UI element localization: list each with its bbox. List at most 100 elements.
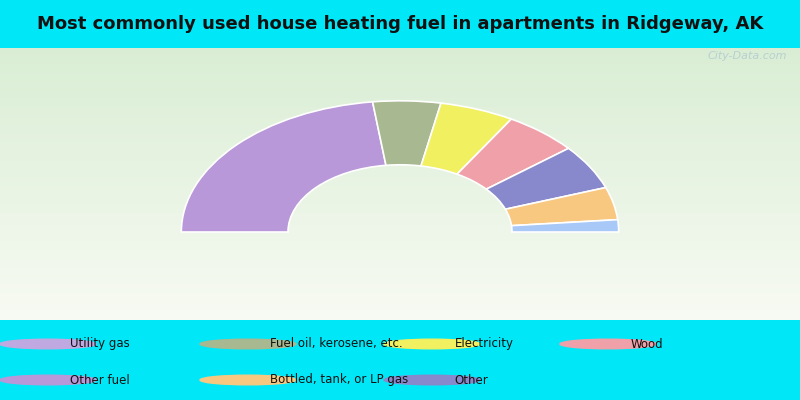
Text: Wood: Wood xyxy=(630,338,663,350)
Bar xyxy=(0,309,800,311)
Bar xyxy=(0,243,800,245)
Bar xyxy=(0,209,800,211)
Bar xyxy=(0,132,800,134)
Bar xyxy=(0,96,800,98)
Wedge shape xyxy=(511,220,618,232)
Bar xyxy=(0,80,800,82)
Bar xyxy=(0,141,800,143)
Wedge shape xyxy=(506,188,618,226)
Bar xyxy=(0,279,800,282)
Text: Other fuel: Other fuel xyxy=(70,374,130,386)
Text: Fuel oil, kerosene, etc.: Fuel oil, kerosene, etc. xyxy=(270,338,403,350)
Bar xyxy=(0,152,800,154)
Bar xyxy=(0,136,800,139)
Bar xyxy=(0,50,800,52)
Circle shape xyxy=(0,375,96,385)
Circle shape xyxy=(200,375,296,385)
Bar xyxy=(0,193,800,195)
Bar xyxy=(0,68,800,71)
Bar xyxy=(0,261,800,263)
Bar xyxy=(0,184,800,186)
Bar xyxy=(0,302,800,304)
Bar xyxy=(0,154,800,157)
Bar xyxy=(0,313,800,316)
Text: Most commonly used house heating fuel in apartments in Ridgeway, AK: Most commonly used house heating fuel in… xyxy=(37,15,763,33)
Bar xyxy=(0,177,800,180)
Bar xyxy=(0,93,800,96)
Bar xyxy=(0,164,800,166)
Bar xyxy=(0,316,800,318)
Bar xyxy=(0,202,800,204)
Bar xyxy=(0,161,800,164)
Bar xyxy=(0,263,800,266)
Bar xyxy=(0,57,800,59)
Bar xyxy=(0,82,800,84)
Bar xyxy=(0,139,800,141)
Bar xyxy=(0,238,800,241)
Text: City-Data.com: City-Data.com xyxy=(707,51,786,61)
Bar xyxy=(0,248,800,250)
Bar xyxy=(0,134,800,136)
Bar xyxy=(0,66,800,68)
Bar xyxy=(0,318,800,320)
Bar xyxy=(0,300,800,302)
Bar xyxy=(0,71,800,73)
Wedge shape xyxy=(373,101,441,166)
Bar xyxy=(0,286,800,288)
Circle shape xyxy=(560,339,656,349)
Text: Electricity: Electricity xyxy=(454,338,514,350)
Bar xyxy=(0,282,800,284)
Bar xyxy=(0,168,800,170)
Bar xyxy=(0,84,800,86)
Bar xyxy=(0,109,800,112)
Bar xyxy=(0,295,800,297)
Bar xyxy=(0,100,800,102)
Bar xyxy=(0,259,800,261)
Bar xyxy=(0,218,800,220)
Text: Other: Other xyxy=(454,374,488,386)
Bar xyxy=(0,245,800,248)
Bar xyxy=(0,234,800,236)
Bar xyxy=(0,284,800,286)
Bar xyxy=(0,107,800,109)
Bar xyxy=(0,252,800,254)
Bar xyxy=(0,306,800,309)
Bar xyxy=(0,250,800,252)
Bar xyxy=(0,62,800,64)
Bar xyxy=(0,89,800,91)
Bar xyxy=(0,116,800,118)
Bar xyxy=(0,146,800,148)
Bar xyxy=(0,182,800,184)
Bar xyxy=(0,220,800,222)
Bar xyxy=(0,266,800,268)
Bar xyxy=(0,125,800,127)
Bar xyxy=(0,227,800,229)
Bar xyxy=(0,98,800,100)
Bar xyxy=(0,75,800,78)
Bar xyxy=(0,232,800,234)
Bar xyxy=(0,157,800,159)
Bar xyxy=(0,293,800,295)
Wedge shape xyxy=(421,103,511,174)
Bar xyxy=(0,130,800,132)
Bar xyxy=(0,216,800,218)
Bar xyxy=(0,229,800,232)
Bar xyxy=(0,118,800,120)
Bar xyxy=(0,277,800,279)
Bar xyxy=(0,170,800,173)
Bar xyxy=(0,55,800,57)
Circle shape xyxy=(200,339,296,349)
Bar xyxy=(0,275,800,277)
Circle shape xyxy=(0,339,96,349)
Bar xyxy=(0,105,800,107)
Bar xyxy=(0,270,800,272)
Bar xyxy=(0,304,800,306)
Bar xyxy=(0,102,800,105)
Bar xyxy=(0,241,800,243)
Bar xyxy=(0,211,800,214)
Bar xyxy=(0,272,800,275)
Bar xyxy=(0,225,800,227)
Bar xyxy=(0,200,800,202)
Bar xyxy=(0,64,800,66)
Bar xyxy=(0,148,800,150)
